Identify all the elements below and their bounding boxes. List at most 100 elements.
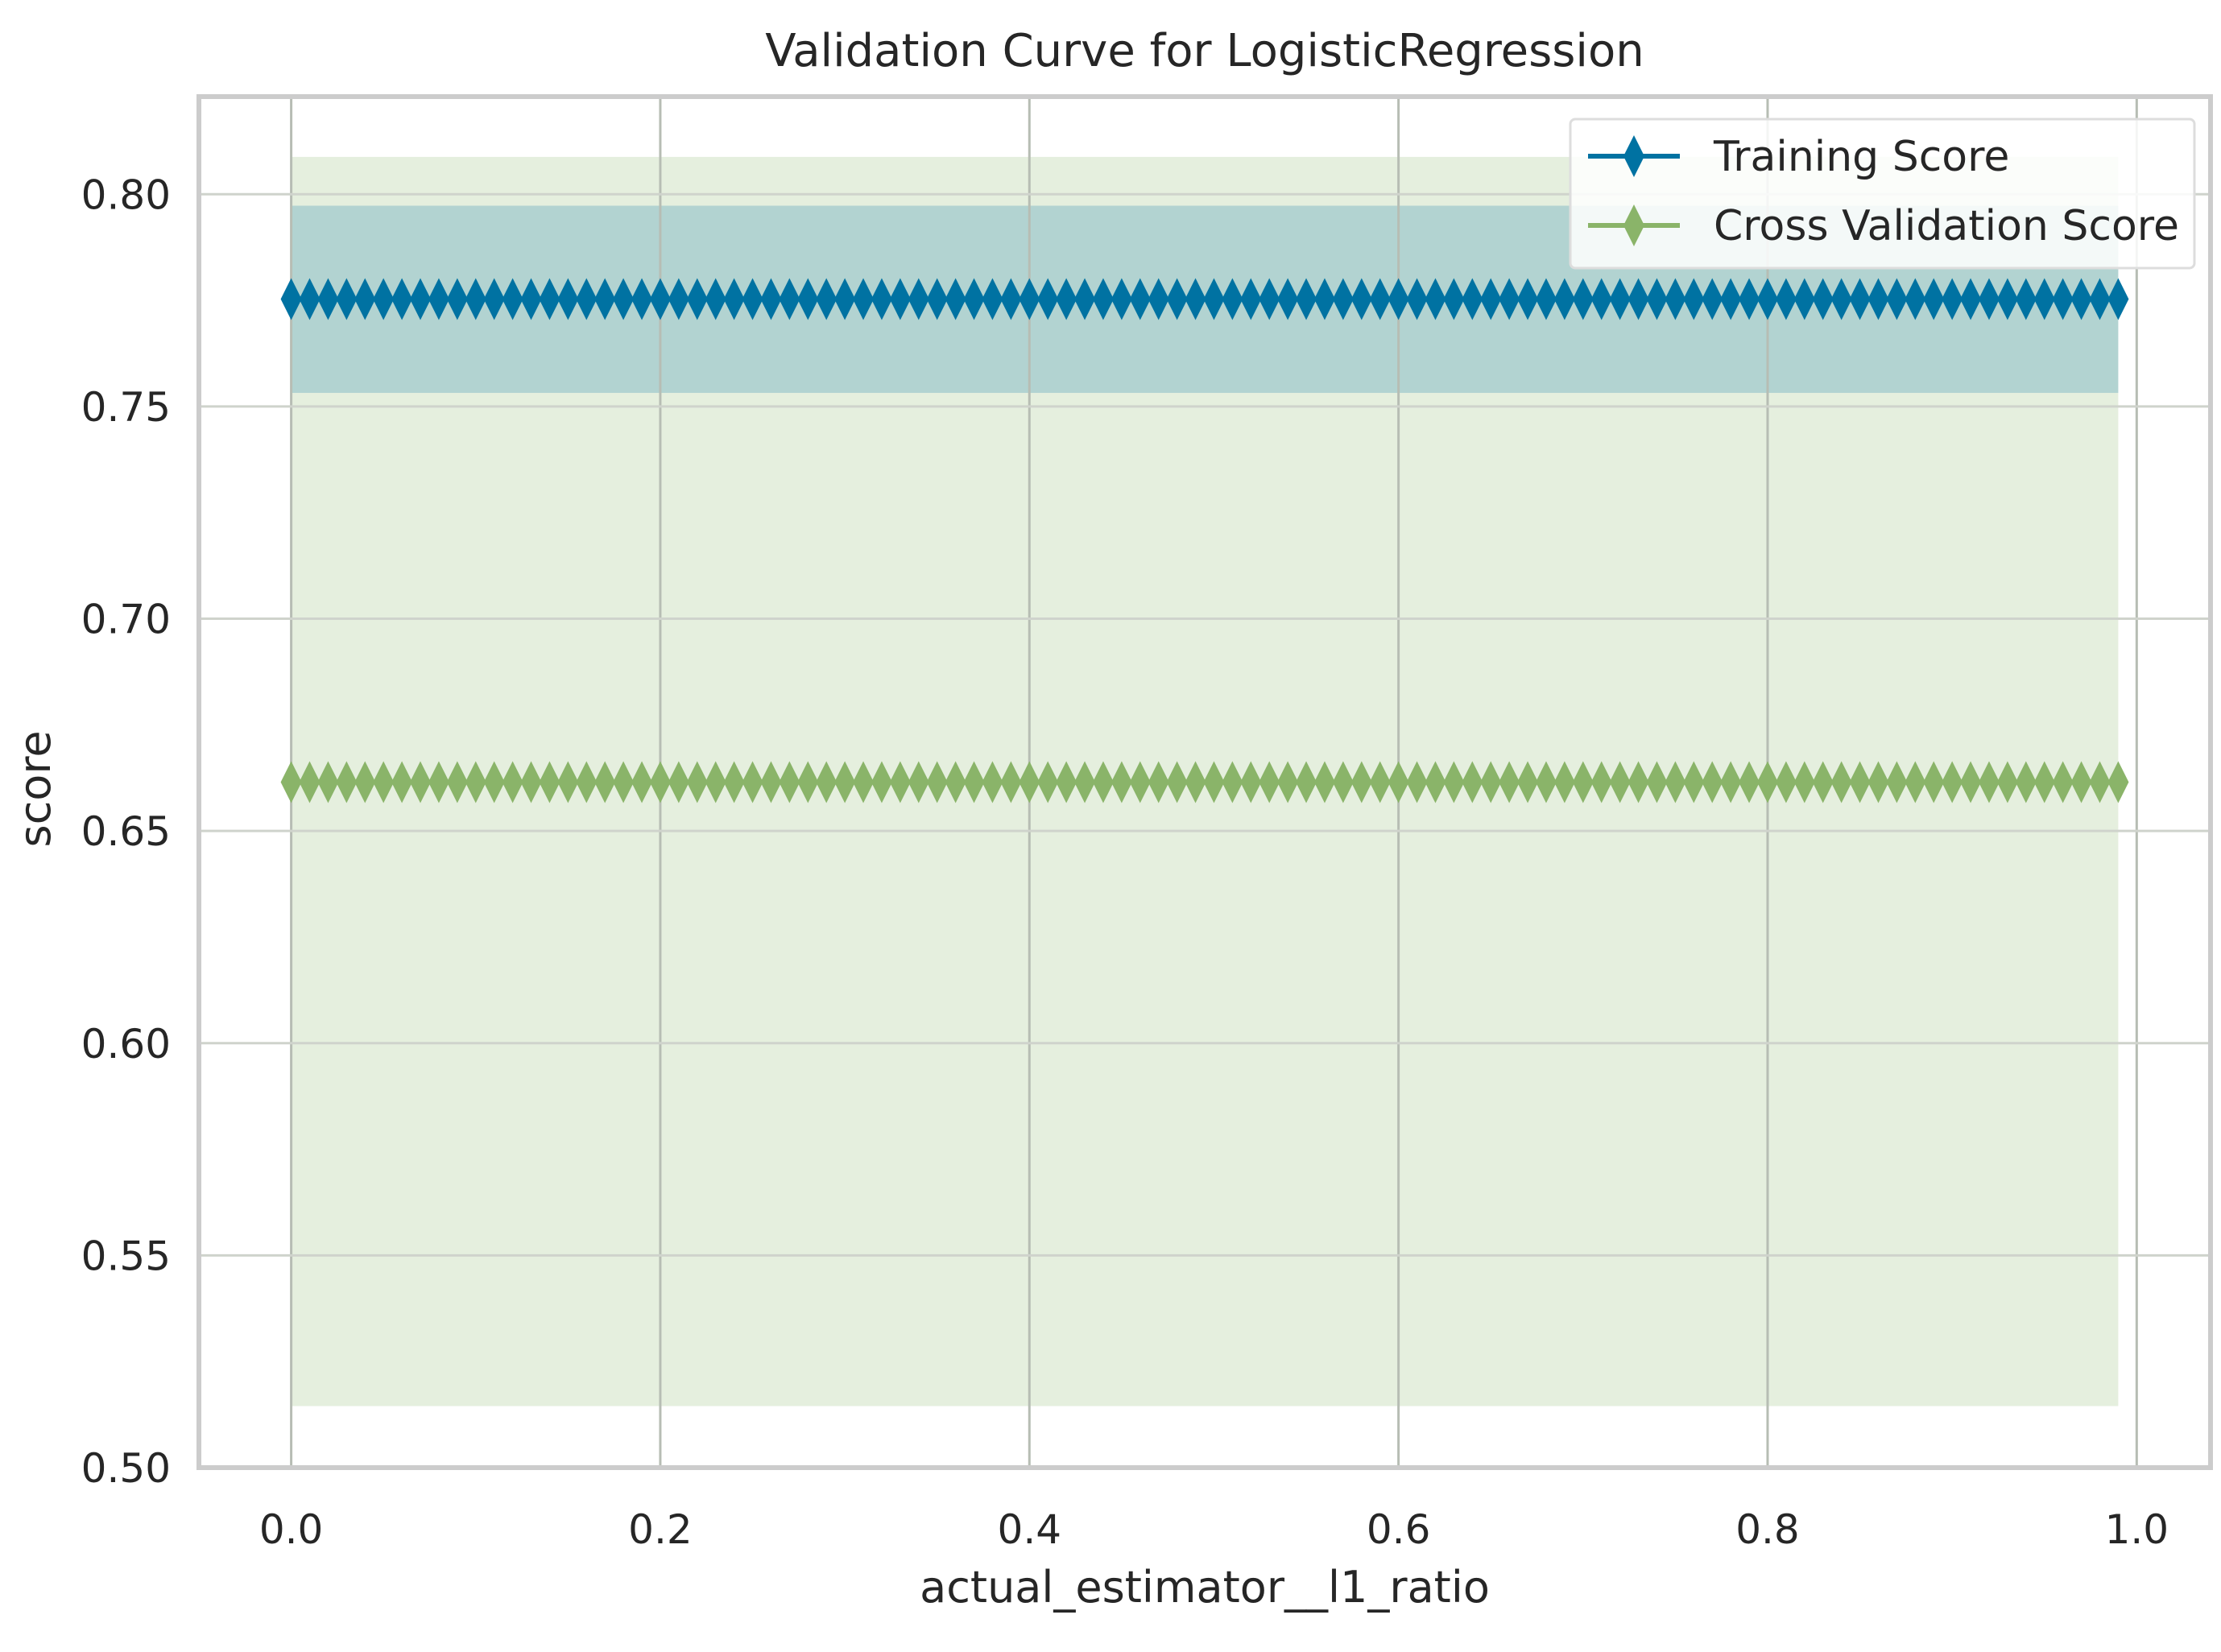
training-score-point	[1222, 278, 1243, 320]
cross-validation-score-point	[982, 761, 1003, 803]
training-score-point	[834, 278, 856, 320]
cross-validation-score-point	[760, 761, 782, 803]
training-score-point	[631, 278, 653, 320]
y-tick-label: 0.75	[81, 384, 171, 431]
training-score-point	[2015, 278, 2037, 320]
cross-validation-score-point	[557, 761, 579, 803]
training-score-point	[1443, 278, 1465, 320]
x-tick-label: 0.0	[259, 1506, 324, 1553]
training-score-point	[613, 278, 635, 320]
training-score-point	[280, 278, 302, 320]
cross-validation-score-point	[1627, 761, 1649, 803]
training-score-point	[945, 278, 966, 320]
training-score-point	[1849, 278, 1871, 320]
cross-validation-score-point	[1996, 761, 2018, 803]
cross-validation-score-point	[520, 761, 542, 803]
training-score-point	[1720, 278, 1742, 320]
chart-title: Validation Curve for LogisticRegression	[765, 25, 1644, 77]
training-score-point	[1296, 278, 1317, 320]
training-score-point	[1037, 278, 1059, 320]
training-score-point	[1056, 278, 1077, 320]
cross-validation-score-point	[317, 761, 339, 803]
cross-validation-score-point	[2033, 761, 2055, 803]
training-score-point	[779, 278, 800, 320]
training-score-point	[1277, 278, 1299, 320]
training-score-point	[1240, 278, 1262, 320]
training-score-point	[1665, 278, 1686, 320]
cross-validation-score-point	[336, 761, 358, 803]
cross-validation-score-point	[1129, 761, 1151, 803]
training-score-point	[1830, 278, 1852, 320]
training-score-point	[1590, 278, 1612, 320]
legend-box	[1569, 118, 2196, 270]
cross-validation-score-point	[299, 761, 321, 803]
cross-validation-score-point	[1240, 761, 1262, 803]
training-score-point	[797, 278, 819, 320]
cross-validation-score-point	[1517, 761, 1539, 803]
training-score-point	[1129, 278, 1151, 320]
training-score-point	[1406, 278, 1428, 320]
training-score-point	[1812, 278, 1834, 320]
y-tick-label: 0.80	[81, 171, 171, 218]
cross-validation-score-point	[1739, 761, 1760, 803]
training-score-point	[1259, 278, 1280, 320]
training-score-point	[520, 278, 542, 320]
training-score-point	[1886, 278, 1908, 320]
y-tick-label: 0.60	[81, 1021, 171, 1068]
x-tick-label: 0.6	[1367, 1506, 1431, 1553]
legend: Training Score Cross Validation Score	[1569, 118, 2196, 270]
training-score-point	[1369, 278, 1391, 320]
cross-validation-score-point	[853, 761, 875, 803]
cross-validation-score-point	[816, 761, 838, 803]
cross-validation-score-point	[1000, 761, 1022, 803]
training-score-point	[410, 278, 432, 320]
training-score-point	[982, 278, 1003, 320]
cross-validation-score-point	[280, 761, 302, 803]
training-score-point	[1923, 278, 1945, 320]
cross-validation-score-point	[1942, 761, 1963, 803]
cross-validation-score-point	[373, 761, 395, 803]
cross-validation-score-point	[1369, 761, 1391, 803]
cross-validation-score-point	[1388, 761, 1409, 803]
cross-validation-score-point	[1886, 761, 1908, 803]
training-score-point	[1627, 278, 1649, 320]
cross-validation-score-point	[705, 761, 726, 803]
training-score-point	[723, 278, 745, 320]
y-axis-label: score	[10, 730, 60, 847]
training-score-point	[649, 278, 671, 320]
cross-validation-score-point	[1905, 761, 1926, 803]
training-score-point	[373, 278, 395, 320]
cross-validation-score-point	[649, 761, 671, 803]
training-score-point	[2070, 278, 2092, 320]
cross-validation-score-point	[1572, 761, 1594, 803]
training-score-point	[2052, 278, 2074, 320]
cross-validation-score-point	[1166, 761, 1188, 803]
cross-validation-score-point	[1148, 761, 1169, 803]
cross-validation-score-point	[1923, 761, 1945, 803]
cross-validation-score-point	[1849, 761, 1871, 803]
cross-validation-score-point	[889, 761, 911, 803]
training-score-point	[760, 278, 782, 320]
cross-validation-score-legend-marker	[1623, 204, 1644, 246]
cross-validation-score-point	[2107, 761, 2129, 803]
training-score-point	[391, 278, 413, 320]
cross-validation-score-point	[1590, 761, 1612, 803]
training-score-point	[686, 278, 708, 320]
training-score-point	[1793, 278, 1815, 320]
x-tick-label: 0.8	[1735, 1506, 1800, 1553]
cross-validation-score-point	[465, 761, 486, 803]
training-score-point	[539, 278, 560, 320]
training-score-point	[1996, 278, 2018, 320]
cross-validation-score-point	[502, 761, 523, 803]
cross-validation-score-point	[1867, 761, 1889, 803]
cross-validation-score-point	[1350, 761, 1372, 803]
cross-validation-score-point	[1978, 761, 2000, 803]
training-score-point	[1942, 278, 1963, 320]
training-score-point	[1074, 278, 1096, 320]
training-score-point	[1166, 278, 1188, 320]
cross-validation-score-point	[1222, 761, 1243, 803]
y-tick-label: 0.50	[81, 1445, 171, 1492]
cross-validation-score-point	[871, 761, 892, 803]
